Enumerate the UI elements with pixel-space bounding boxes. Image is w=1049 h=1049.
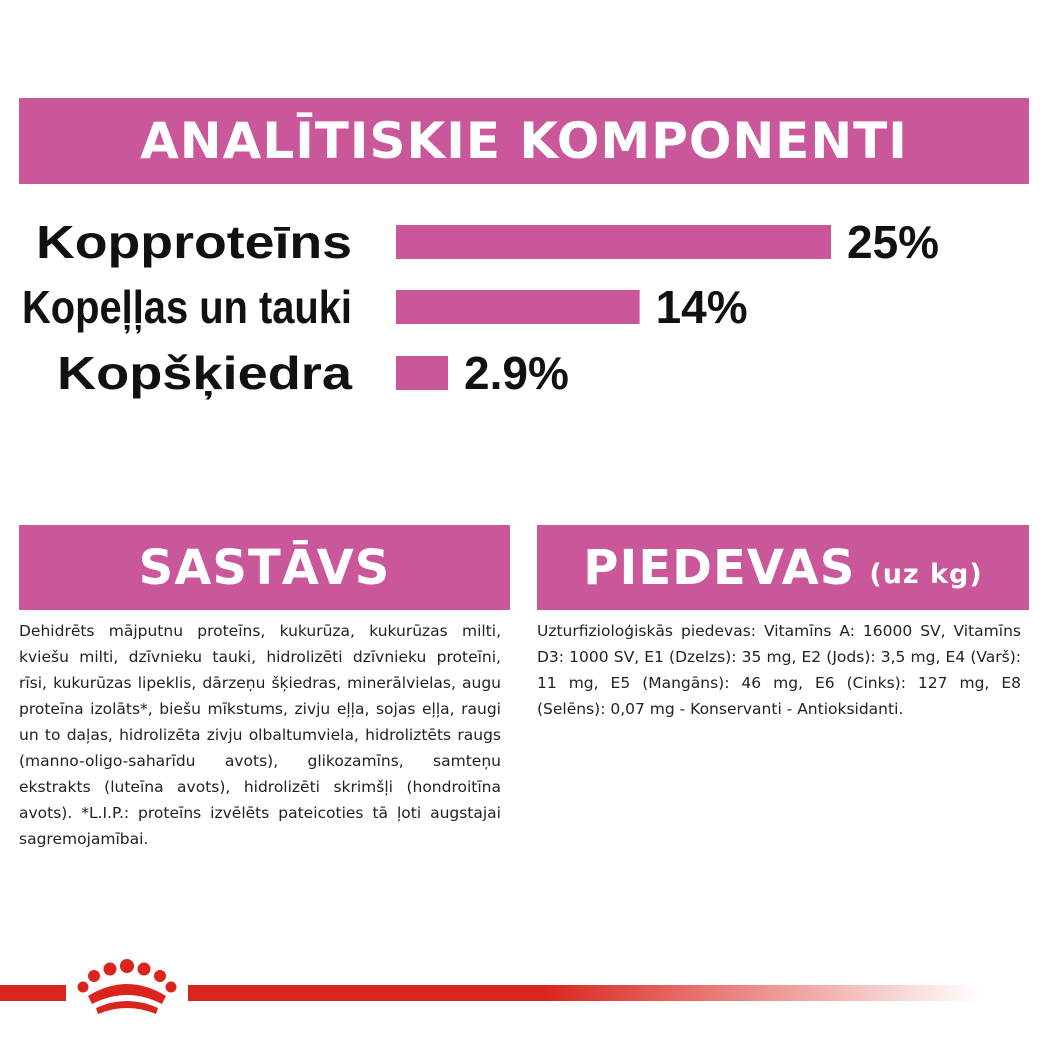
composition-header: SASTĀVS <box>19 525 510 610</box>
bar <box>396 290 640 324</box>
bar-label: Kopproteīns <box>36 216 352 268</box>
additives-text: Uzturfizioloģiskās piedevas: Vitamīns A:… <box>537 622 1021 718</box>
composition-text: Dehidrēts mājputnu proteīns, kukurūza, k… <box>19 622 501 848</box>
bar-value-label: 25% <box>847 216 939 268</box>
additives-unit: (uz kg) <box>869 559 983 590</box>
additives-header: PIEDEVAS (uz kg) <box>537 525 1029 610</box>
analytic-components-header: ANALĪTISKIE KOMPONENTI <box>19 98 1029 184</box>
analytic-components-chart: Kopproteīns 25% Kopeļļas un tauki 14% Kopšķi… <box>22 216 939 400</box>
bar <box>396 225 831 259</box>
bar <box>396 356 448 390</box>
bar-label: Kopšķiedra <box>57 347 352 400</box>
bar-value-label: 14% <box>656 281 748 333</box>
composition-title: SASTĀVS <box>138 539 391 596</box>
additives-title: PIEDEVAS <box>583 539 856 596</box>
bar-label: Kopeļļas un tauki <box>22 281 352 334</box>
footer-line-right <box>188 985 980 1001</box>
analytic-components-title: ANALĪTISKIE KOMPONENTI <box>140 112 908 170</box>
bar-value-label: 2.9% <box>464 347 569 399</box>
footer-line-left <box>0 985 66 1001</box>
crown-icon <box>77 959 177 1014</box>
